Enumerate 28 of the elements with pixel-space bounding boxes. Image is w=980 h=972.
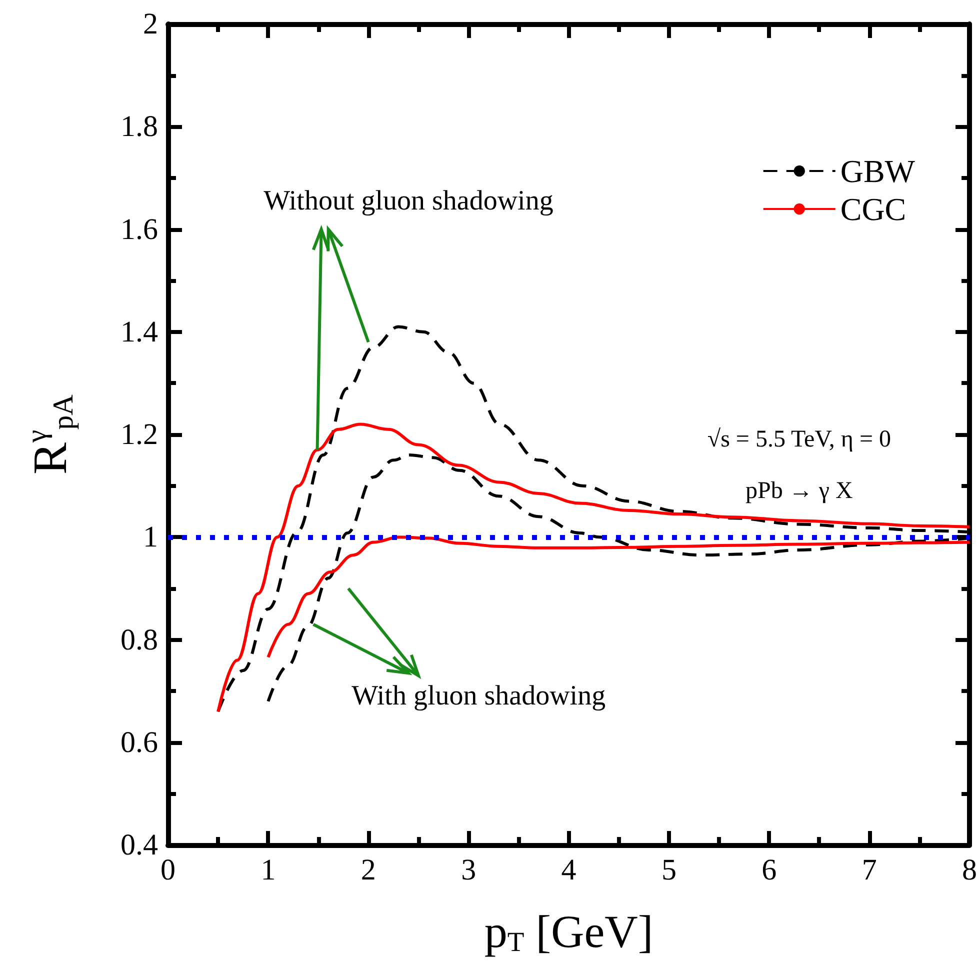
- x-tick-label: 0: [160, 854, 176, 886]
- x-tick-label: 6: [762, 854, 777, 886]
- x-tick-label: 2: [360, 854, 376, 886]
- x-tick-label: 4: [561, 854, 576, 886]
- annotation: pPb → γ X: [746, 478, 853, 504]
- annotation: With gluon shadowing: [352, 680, 606, 712]
- annotation: Without gluon shadowing: [264, 186, 554, 217]
- y-tick-label: 0.4: [120, 828, 158, 862]
- y-tick-label: 1.2: [120, 418, 158, 451]
- line-series: [216, 422, 971, 714]
- legend-label: GBW: [840, 153, 916, 189]
- x-tick-label: 7: [862, 854, 877, 886]
- x-tick-label: 3: [461, 854, 476, 886]
- x-tick-label: 1: [260, 854, 276, 886]
- line-series: [266, 536, 971, 659]
- y-tick-label: 0.8: [120, 623, 158, 656]
- y-tick-label: 1.8: [120, 110, 158, 144]
- y-tick-label: 1.4: [120, 315, 158, 348]
- x-axis-title: pT [GeV]: [484, 906, 654, 958]
- annotation: √s = 5.5 TeV, η = 0: [707, 426, 891, 453]
- y-tick-label: 1: [143, 520, 158, 554]
- y-axis-title: RγpA: [21, 394, 80, 474]
- y-tick-label: 2: [143, 8, 158, 40]
- x-tick-label: 8: [962, 854, 977, 886]
- x-tick-label: 5: [661, 854, 676, 886]
- y-tick-label: 0.6: [120, 726, 158, 759]
- y-tick-label: 1.6: [120, 212, 158, 246]
- legend-label: CGC: [840, 191, 906, 227]
